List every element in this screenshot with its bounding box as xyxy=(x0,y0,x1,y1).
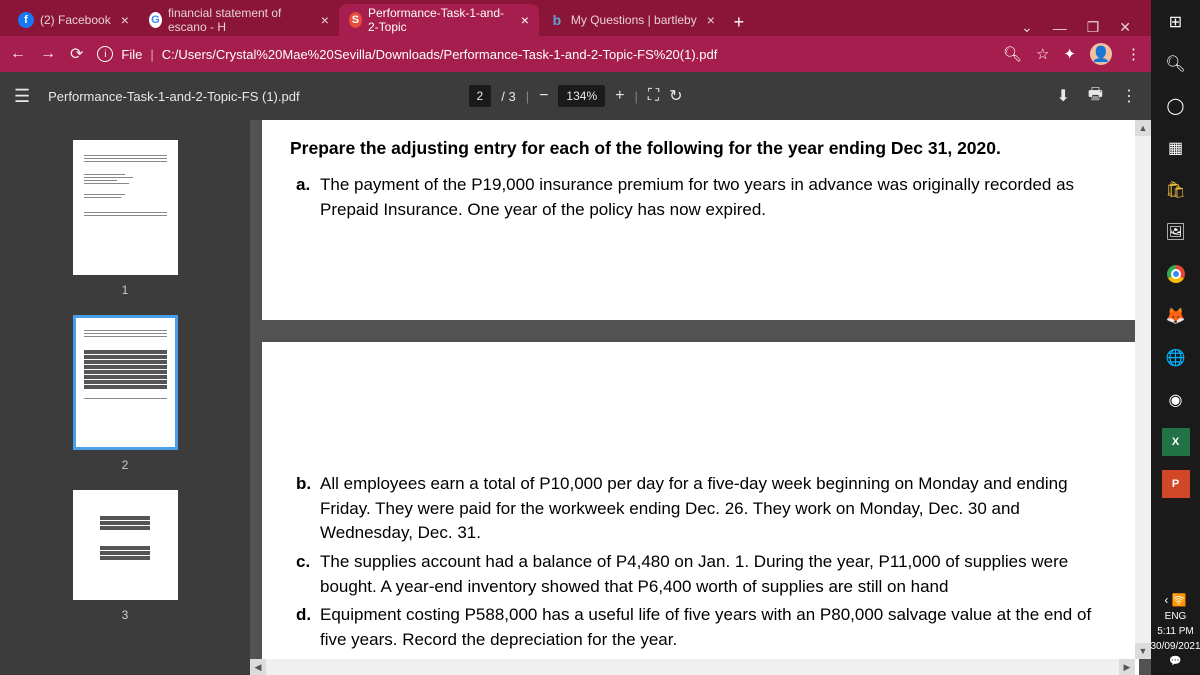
close-icon[interactable]: × xyxy=(521,12,529,28)
pdf-icon: S xyxy=(349,12,362,28)
scroll-down-icon[interactable]: ▼ xyxy=(1135,643,1151,659)
widgets-icon[interactable]: ▦ xyxy=(1162,134,1190,162)
page-number-input[interactable]: 2 xyxy=(469,85,492,107)
app-icon[interactable]: ◉ xyxy=(1162,386,1190,414)
thumbnail-label: 1 xyxy=(122,283,129,297)
pdf-filename: Performance-Task-1-and-2-Topic-FS (1).pd… xyxy=(48,89,299,104)
back-button[interactable]: ← xyxy=(10,45,26,63)
maximize-icon[interactable]: ❐ xyxy=(1087,19,1100,36)
thumbnail-panel: 1 2 xyxy=(0,120,250,675)
thumbnail-2[interactable] xyxy=(73,315,178,450)
search-icon[interactable]: 🔍︎ xyxy=(1162,50,1190,78)
photos-icon[interactable]: 🖼 xyxy=(1162,218,1190,246)
download-icon[interactable]: ⬇ xyxy=(1056,86,1069,106)
menu-icon[interactable]: ☰ xyxy=(14,86,30,107)
item-letter: d. xyxy=(290,603,320,652)
close-window-icon[interactable]: ✕ xyxy=(1119,19,1131,36)
powerpoint-icon[interactable]: P xyxy=(1162,470,1190,498)
address-bar: ← → ⟳ i File | C:/Users/Crystal%20Mae%20… xyxy=(0,36,1151,72)
zoom-level[interactable]: 134% xyxy=(558,85,605,107)
address-input[interactable]: i File | C:/Users/Crystal%20Mae%20Sevill… xyxy=(97,46,989,62)
rotate-icon[interactable]: ↻ xyxy=(669,86,682,106)
tab-facebook[interactable]: f (2) Facebook × xyxy=(8,4,139,36)
item-letter: b. xyxy=(290,472,320,546)
menu-icon[interactable]: ⋮ xyxy=(1126,45,1141,63)
chevron-down-icon[interactable]: ⌄ xyxy=(1021,19,1033,36)
bartleby-icon: b xyxy=(549,12,565,28)
tab-google[interactable]: G financial statement of escano - H × xyxy=(139,4,339,36)
facebook-icon: f xyxy=(18,12,34,28)
search-icon[interactable]: 🔍︎ xyxy=(1003,45,1022,63)
profile-avatar[interactable]: 👤 xyxy=(1090,43,1112,65)
page-area[interactable]: Prepare the adjusting entry for each of … xyxy=(250,120,1151,675)
chrome-icon[interactable] xyxy=(1162,260,1190,288)
windows-taskbar: ⊞ 🔍︎ ◯ ▦ 🛍 🖼 🦊 🌐 ◉ X P ‹ 🛜 ENG 5:11 PM 3… xyxy=(1151,0,1200,675)
thumbnail-1[interactable] xyxy=(73,140,178,275)
pdf-viewer: 1 2 xyxy=(0,120,1151,675)
scroll-right-icon[interactable]: ▶ xyxy=(1119,659,1135,675)
vertical-scrollbar[interactable]: ▲ ▼ xyxy=(1135,120,1151,659)
google-icon: G xyxy=(149,12,162,28)
star-icon[interactable]: ☆ xyxy=(1036,45,1049,63)
page-total: / 3 xyxy=(501,89,515,104)
item-text: The supplies account had a balance of P4… xyxy=(320,550,1111,599)
tab-label: My Questions | bartleby xyxy=(571,13,697,27)
tab-label: financial statement of escano - H xyxy=(168,6,311,34)
thumbnail-label: 2 xyxy=(122,458,129,472)
pdf-toolbar: ☰ Performance-Task-1-and-2-Topic-FS (1).… xyxy=(0,72,1151,120)
chevron-icon[interactable]: ‹ 🛜 xyxy=(1164,593,1186,607)
zoom-out-button[interactable]: − xyxy=(539,87,548,105)
store-icon[interactable]: 🛍 xyxy=(1162,176,1190,204)
close-icon[interactable]: × xyxy=(321,12,329,28)
browser-tab-strip: f (2) Facebook × G financial statement o… xyxy=(0,0,1151,36)
doc-heading: Prepare the adjusting entry for each of … xyxy=(290,138,1111,159)
tab-bartleby[interactable]: b My Questions | bartleby × xyxy=(539,4,725,36)
thumbnail-3[interactable] xyxy=(73,490,178,600)
minimize-icon[interactable]: — xyxy=(1053,20,1067,36)
info-icon[interactable]: i xyxy=(97,46,113,62)
more-icon[interactable]: ⋮ xyxy=(1121,86,1137,106)
item-letter: c. xyxy=(290,550,320,599)
thumbnail-label: 3 xyxy=(122,608,129,622)
extensions-icon[interactable]: ✦ xyxy=(1063,45,1076,63)
zoom-in-button[interactable]: + xyxy=(615,87,624,105)
close-icon[interactable]: × xyxy=(121,12,129,28)
tab-label: (2) Facebook xyxy=(40,13,111,27)
system-tray[interactable]: ‹ 🛜 ENG 5:11 PM 30/09/2021 💬 xyxy=(1150,593,1200,675)
clock-time[interactable]: 5:11 PM xyxy=(1157,626,1194,637)
forward-button[interactable]: → xyxy=(40,45,56,63)
close-icon[interactable]: × xyxy=(707,12,715,28)
tab-label: Performance-Task-1-and-2-Topic xyxy=(368,6,511,34)
reload-button[interactable]: ⟳ xyxy=(70,44,83,64)
excel-icon[interactable]: X xyxy=(1162,428,1190,456)
item-text: All employees earn a total of P10,000 pe… xyxy=(320,472,1111,546)
language-indicator[interactable]: ENG xyxy=(1165,611,1187,622)
pdf-page-top: Prepare the adjusting entry for each of … xyxy=(262,120,1139,320)
clock-date[interactable]: 30/09/2021 xyxy=(1150,641,1200,652)
item-text: Equipment costing P588,000 has a useful … xyxy=(320,603,1111,652)
start-icon[interactable]: ⊞ xyxy=(1162,8,1190,36)
item-text: The payment of the P19,000 insurance pre… xyxy=(320,173,1111,222)
print-icon[interactable]: 🖶 xyxy=(1088,83,1103,110)
pdf-page-bottom: b. All employees earn a total of P10,000… xyxy=(262,342,1139,675)
horizontal-scrollbar[interactable]: ◀ ▶ xyxy=(250,659,1135,675)
notifications-icon[interactable]: 💬 xyxy=(1169,656,1181,667)
tab-pdf[interactable]: S Performance-Task-1-and-2-Topic × xyxy=(339,4,539,36)
scroll-left-icon[interactable]: ◀ xyxy=(250,659,266,675)
fit-page-icon[interactable]: ⛶ xyxy=(648,87,659,105)
scroll-up-icon[interactable]: ▲ xyxy=(1135,120,1151,136)
task-view-icon[interactable]: ◯ xyxy=(1162,92,1190,120)
firefox-icon[interactable]: 🦊 xyxy=(1162,302,1190,330)
url-path: C:/Users/Crystal%20Mae%20Sevilla/Downloa… xyxy=(162,47,718,62)
item-letter: a. xyxy=(290,173,320,222)
new-tab-button[interactable]: + xyxy=(725,8,753,36)
url-scheme: File xyxy=(121,47,142,62)
edge-icon[interactable]: 🌐 xyxy=(1162,344,1190,372)
